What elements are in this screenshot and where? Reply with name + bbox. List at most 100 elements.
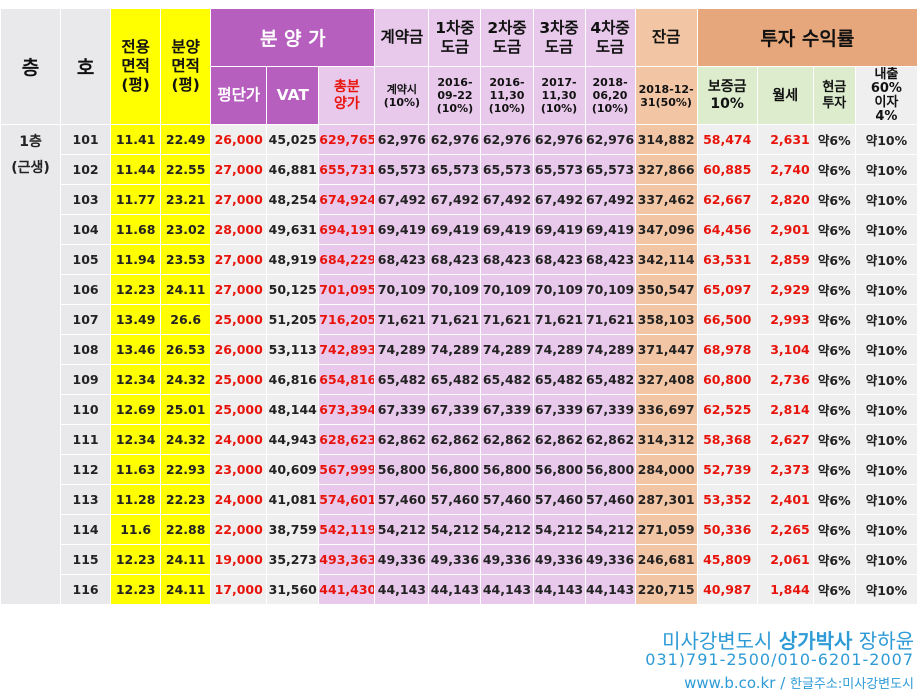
footer-brand: 상가박사: [778, 629, 853, 653]
cell-price-per-pyeong: 19,000: [210, 544, 268, 575]
table-row: 102 11.44 22.55 27,000 46,881 655,731 65,573 65…: [1, 154, 919, 185]
cell-interim3: 71,621: [532, 304, 586, 335]
cell-interim3: 54,212: [532, 514, 586, 545]
cell-monthly-rent: 2,993: [756, 304, 814, 335]
cell-unit: 111: [60, 424, 112, 455]
cell-vat: 46,816: [266, 364, 320, 395]
cell-exclusive-area: 12.23: [110, 274, 162, 305]
cell-exclusive-area: 11.94: [110, 244, 162, 275]
cell-interim1: 70,109: [428, 274, 482, 305]
cell-security-deposit: 52,739: [696, 454, 758, 485]
header-cash-investment: 현금 투자: [812, 66, 856, 125]
header-investment-group: 투자 수익률: [696, 8, 919, 67]
cell-unit: 106: [60, 274, 112, 305]
cell-interim1: 56,800: [428, 454, 482, 485]
cell-balance: 327,866: [634, 154, 698, 185]
cell-balance: 271,059: [634, 514, 698, 545]
cell-price-per-pyeong: 27,000: [210, 154, 268, 185]
cell-loan: 약10%: [854, 184, 919, 215]
cell-price-per-pyeong: 27,000: [210, 244, 268, 275]
cell-monthly-rent: 2,061: [756, 544, 814, 575]
cell-price-per-pyeong: 25,000: [210, 394, 268, 425]
cell-balance: 342,114: [634, 244, 698, 275]
cell-security-deposit: 53,352: [696, 484, 758, 515]
cell-interim4: 56,800: [584, 454, 636, 485]
cell-vat: 38,759: [266, 514, 320, 545]
cell-vat: 49,631: [266, 214, 320, 245]
header-interim3-sub: 2017- 11,30 (10%): [532, 66, 586, 125]
cell-interim2: 62,976: [480, 124, 534, 155]
cell-security-deposit: 64,456: [696, 214, 758, 245]
cell-total-price: 441,430: [318, 574, 376, 605]
cell-sale-area: 24.11: [160, 544, 212, 575]
cell-security-deposit: 60,885: [696, 154, 758, 185]
cell-monthly-rent: 2,740: [756, 154, 814, 185]
cell-deposit: 68,423: [374, 244, 430, 275]
cell-sale-area: 26.53: [160, 334, 212, 365]
cell-total-price: 701,095: [318, 274, 376, 305]
cell-cash-investment: 약6%: [812, 274, 856, 305]
cell-vat: 41,081: [266, 484, 320, 515]
cell-vat: 45,025: [266, 124, 320, 155]
cell-interim3: 57,460: [532, 484, 586, 515]
cell-balance: 287,301: [634, 484, 698, 515]
table-row: 106 12.23 24.11 27,000 50,125 701,095 70,109 70…: [1, 274, 919, 305]
footer-title: 미사강변도시 상가박사 장하윤: [662, 625, 914, 654]
cell-security-deposit: 62,525: [696, 394, 758, 425]
cell-interim1: 62,862: [428, 424, 482, 455]
cell-total-price: 673,394: [318, 394, 376, 425]
cell-exclusive-area: 12.23: [110, 574, 162, 605]
cell-interim4: 49,336: [584, 544, 636, 575]
footer-url[interactable]: www.b.co.kr: [684, 674, 776, 692]
cell-interim3: 67,492: [532, 184, 586, 215]
cell-sale-area: 24.11: [160, 274, 212, 305]
cell-cash-investment: 약6%: [812, 124, 856, 155]
cell-deposit: 67,339: [374, 394, 430, 425]
cell-balance: 358,103: [634, 304, 698, 335]
cell-price-per-pyeong: 27,000: [210, 274, 268, 305]
header-balance: 잔금: [634, 8, 698, 67]
cell-cash-investment: 약6%: [812, 574, 856, 605]
cell-total-price: 684,229: [318, 244, 376, 275]
cell-interim2: 71,621: [480, 304, 534, 335]
cell-price-per-pyeong: 24,000: [210, 484, 268, 515]
header-sale-price-group: 분 양 가: [210, 8, 376, 67]
price-table: 층 호 전용 면적 (평) 분양 면적 (평) 분 양 가 계약금 1차중 도금 2차중 도…: [0, 8, 919, 605]
cell-interim2: 69,419: [480, 214, 534, 245]
table-row: 115 12.23 24.11 19,000 35,273 493,363 49,336 49…: [1, 544, 919, 575]
table-row: 112 11.63 22.93 23,000 40,609 567,999 56,800 56…: [1, 454, 919, 485]
cell-sale-area: 22.23: [160, 484, 212, 515]
table-row: 113 11.28 22.23 24,000 41,081 574,601 57,460 57…: [1, 484, 919, 515]
cell-loan: 약10%: [854, 304, 919, 335]
cell-price-per-pyeong: 24,000: [210, 424, 268, 455]
cell-monthly-rent: 2,814: [756, 394, 814, 425]
cell-unit: 107: [60, 304, 112, 335]
cell-vat: 48,144: [266, 394, 320, 425]
cell-interim3: 44,143: [532, 574, 586, 605]
cell-unit: 109: [60, 364, 112, 395]
cell-total-price: 716,205: [318, 304, 376, 335]
cell-sale-area: 22.93: [160, 454, 212, 485]
cell-total-price: 629,765: [318, 124, 376, 155]
cell-loan: 약10%: [854, 274, 919, 305]
cell-security-deposit: 62,667: [696, 184, 758, 215]
cell-interim4: 44,143: [584, 574, 636, 605]
cell-monthly-rent: 2,736: [756, 364, 814, 395]
cell-sale-area: 23.53: [160, 244, 212, 275]
cell-interim3: 68,423: [532, 244, 586, 275]
cell-interim2: 74,289: [480, 334, 534, 365]
cell-balance: 350,547: [634, 274, 698, 305]
cell-cash-investment: 약6%: [812, 154, 856, 185]
cell-deposit: 56,800: [374, 454, 430, 485]
cell-loan: 약10%: [854, 154, 919, 185]
table-row: 103 11.77 23.21 27,000 48,254 674,924 67,492 67…: [1, 184, 919, 215]
cell-interim2: 54,212: [480, 514, 534, 545]
cell-vat: 31,560: [266, 574, 320, 605]
cell-interim3: 67,339: [532, 394, 586, 425]
cell-interim3: 74,289: [532, 334, 586, 365]
cell-security-deposit: 66,500: [696, 304, 758, 335]
header-total-price: 총분 양가: [318, 66, 376, 125]
table-row: 109 12.34 24.32 25,000 46,816 654,816 65,482 65…: [1, 364, 919, 395]
cell-interim1: 54,212: [428, 514, 482, 545]
cell-security-deposit: 60,800: [696, 364, 758, 395]
